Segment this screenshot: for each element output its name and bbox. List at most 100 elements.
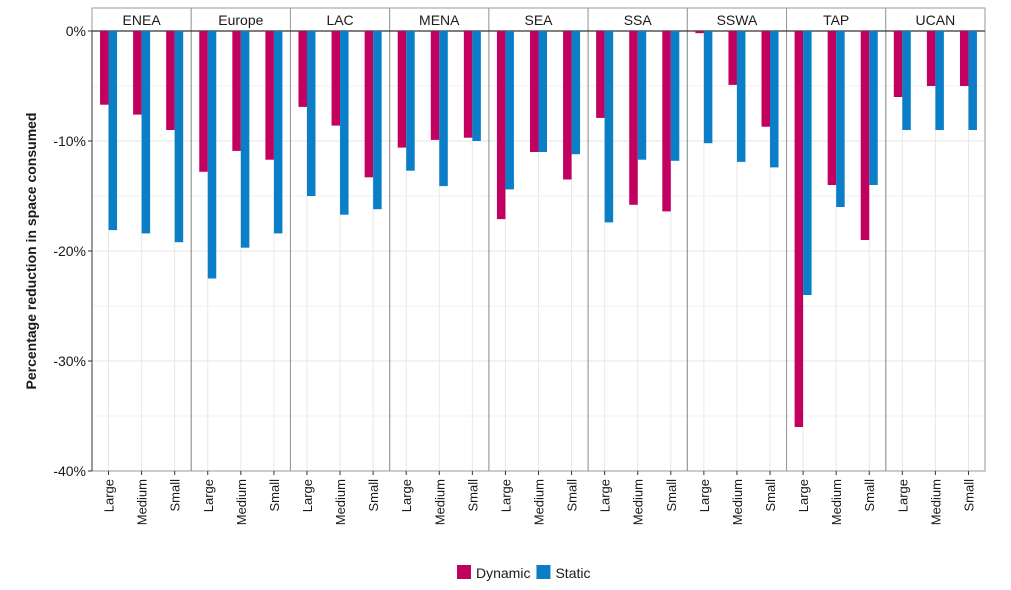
y-tick-label: -10% [53,133,86,149]
x-tick-label: Medium [829,479,844,525]
bar-static-mena-large [406,31,415,171]
facet-label: LAC [326,12,353,28]
x-tick-label: Large [498,479,513,512]
facet-label: UCAN [916,12,956,28]
bar-static-sswa-large [703,31,713,144]
bar-dynamic-sea-large [496,31,506,220]
legend-label-dynamic: Dynamic [476,565,530,581]
bar-dynamic-lac-large [298,31,307,107]
bar-dynamic-sea-small [563,31,572,180]
facet-label: MENA [419,12,460,28]
y-tick-label: -20% [53,243,86,259]
facet-label: Europe [218,12,263,28]
bar-static-ssa-small [670,31,680,161]
bar-dynamic-ucan-large [893,31,903,97]
bar-static-ssa-medium [637,31,647,160]
bar-dynamic-lac-small [364,31,374,178]
bar-static-europe-large [207,31,217,279]
x-tick-label: Large [895,479,910,512]
bar-static-ucan-medium [935,31,944,130]
bar-static-sswa-medium [736,31,746,162]
bar-static-mena-medium [439,31,448,187]
bar-dynamic-tap-medium [827,31,837,185]
bar-dynamic-europe-large [199,31,208,172]
bar-static-europe-medium [240,31,250,248]
x-tick-label: Medium [631,479,646,525]
bar-dynamic-tap-large [794,31,804,427]
bar-dynamic-ucan-small [959,31,969,86]
bar-dynamic-europe-medium [232,31,241,151]
bar-dynamic-tap-small [860,31,870,240]
x-tick-label: Small [267,479,282,512]
bar-dynamic-enea-small [166,31,175,130]
bar-static-sea-large [505,31,514,190]
bar-static-ucan-large [902,31,911,130]
y-axis-label: Percentage reduction in space consumed [23,113,39,390]
legend: Dynamic Static [457,565,590,581]
x-tick-label: Small [565,479,580,512]
x-axis: Large Medium Small Large Medium Small Large Med… [102,471,976,525]
legend-label-static: Static [555,565,590,581]
bar-static-lac-large [306,31,316,196]
legend-swatch-dynamic [457,565,471,579]
x-tick-label: Large [697,479,712,512]
legend-swatch-static [536,565,551,579]
bar-static-europe-small [273,31,283,234]
x-tick-label: Medium [730,479,745,525]
x-tick-label: Small [366,479,381,512]
bar-static-enea-medium [141,31,151,234]
bar-dynamic-lac-medium [331,31,341,126]
x-tick-label: Large [598,479,613,512]
x-tick-label: Large [201,479,216,512]
y-tick-label: -30% [53,353,86,369]
bar-static-tap-large [803,31,812,295]
bar-static-ssa-large [604,31,614,223]
bar-static-sswa-small [770,31,779,168]
bar-dynamic-sea-medium [530,31,539,152]
bar-static-lac-medium [340,31,349,215]
x-tick-label: Medium [928,479,943,525]
x-tick-label: Large [796,479,811,512]
bar-dynamic-ssa-large [596,31,605,118]
x-tick-label: Large [300,479,315,512]
bar-static-lac-small [373,31,382,210]
bar-static-tap-medium [836,31,845,207]
x-tick-label: Small [465,479,480,512]
bar-dynamic-ssa-small [662,31,671,212]
x-tick-label: Small [168,479,183,512]
bar-dynamic-sswa-large [695,31,704,34]
bar-dynamic-enea-large [100,31,109,105]
bar-static-enea-large [108,31,118,231]
x-tick-label: Medium [135,479,150,525]
bar-dynamic-sswa-medium [728,31,737,85]
x-tick-label: Small [961,479,976,512]
bar-dynamic-enea-medium [133,31,142,115]
bars [100,31,977,427]
x-tick-label: Large [399,479,414,512]
bar-dynamic-sswa-small [761,31,771,127]
x-tick-label: Small [664,479,679,512]
bar-dynamic-ssa-medium [629,31,638,205]
x-tick-label: Small [763,479,778,512]
x-tick-label: Small [862,479,877,512]
facet-label: SSWA [717,12,758,28]
bar-static-sea-small [571,31,581,155]
facet-label: SEA [524,12,553,28]
facet-label: TAP [823,12,849,28]
bar-static-sea-medium [538,31,547,152]
bar-dynamic-ucan-medium [926,31,936,86]
bar-dynamic-mena-medium [430,31,440,140]
y-axis: 0% -10% -20% -30% -40% [53,23,93,479]
x-tick-label: Medium [432,479,447,525]
x-tick-label: Medium [333,479,348,525]
y-tick-label: -40% [53,463,86,479]
bar-dynamic-europe-small [265,31,274,160]
x-tick-label: Large [102,479,117,512]
bar-static-ucan-small [968,31,977,130]
bar-dynamic-mena-large [397,31,407,148]
bar-static-mena-small [472,31,481,141]
bar-static-tap-small [869,31,878,185]
x-tick-label: Medium [234,479,249,525]
facet-label: SSA [624,12,653,28]
